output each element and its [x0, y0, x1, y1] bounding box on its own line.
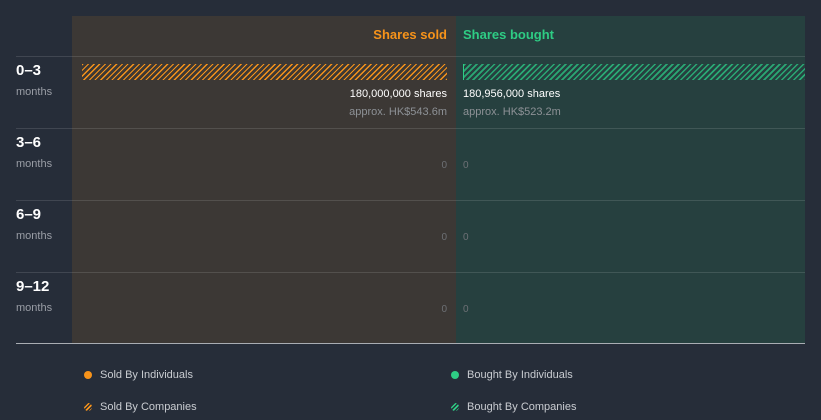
row-divider — [16, 128, 805, 129]
sold-bar-0-3[interactable] — [82, 64, 447, 80]
row-divider — [16, 56, 805, 57]
sold-value-3-6: 0 — [441, 160, 447, 171]
legend-label: Bought By Companies — [467, 401, 577, 413]
bought-shares: 180,956,000 shares — [463, 88, 561, 100]
period-unit: months — [16, 230, 53, 242]
x-axis-line — [16, 343, 805, 344]
legend-label: Sold By Companies — [100, 401, 197, 413]
period-range: 0–3 — [16, 62, 42, 79]
sold-value-0-3: 180,000,000 shares approx. HK$543.6m — [349, 87, 447, 119]
period-label-0-3: 0–3 months — [16, 62, 52, 98]
shares-bought-header: Shares bought — [463, 27, 555, 42]
period-range: 6–9 — [16, 206, 42, 223]
bought-approx-value: approx. HK$523.2m — [463, 106, 561, 118]
bought-value-3-6: 0 — [463, 160, 469, 171]
bought-value-9-12: 0 — [463, 304, 469, 315]
row-divider — [16, 272, 805, 273]
period-unit: months — [16, 158, 53, 170]
green-dot-icon — [451, 371, 459, 379]
period-label-9-12: 9–12 months — [16, 278, 52, 314]
legend-bought-individuals[interactable]: Bought By Individuals — [451, 369, 573, 381]
sold-shares: 180,000,000 shares — [349, 88, 447, 100]
legend-label: Sold By Individuals — [100, 369, 193, 381]
bought-bar-0-3[interactable] — [463, 64, 805, 80]
legend-bought-companies[interactable]: Bought By Companies — [451, 401, 576, 413]
sold-value-6-9: 0 — [441, 232, 447, 243]
green-hatch-icon — [451, 403, 459, 411]
row-divider — [16, 200, 805, 201]
period-range: 3–6 — [16, 134, 42, 151]
bought-value-6-9: 0 — [463, 232, 469, 243]
orange-dot-icon — [84, 371, 92, 379]
legend-label: Bought By Individuals — [467, 369, 573, 381]
legend-sold-companies[interactable]: Sold By Companies — [84, 401, 197, 413]
shares-sold-header: Shares sold — [373, 27, 447, 42]
bought-value-0-3: 180,956,000 shares approx. HK$523.2m — [463, 87, 561, 119]
legend-sold-individuals[interactable]: Sold By Individuals — [84, 369, 193, 381]
period-range: 9–12 — [16, 278, 50, 295]
period-unit: months — [16, 86, 53, 98]
sold-approx-value: approx. HK$543.6m — [349, 106, 447, 118]
orange-hatch-icon — [84, 403, 92, 411]
period-label-3-6: 3–6 months — [16, 134, 52, 170]
period-unit: months — [16, 302, 53, 314]
period-label-6-9: 6–9 months — [16, 206, 52, 242]
sold-value-9-12: 0 — [441, 304, 447, 315]
